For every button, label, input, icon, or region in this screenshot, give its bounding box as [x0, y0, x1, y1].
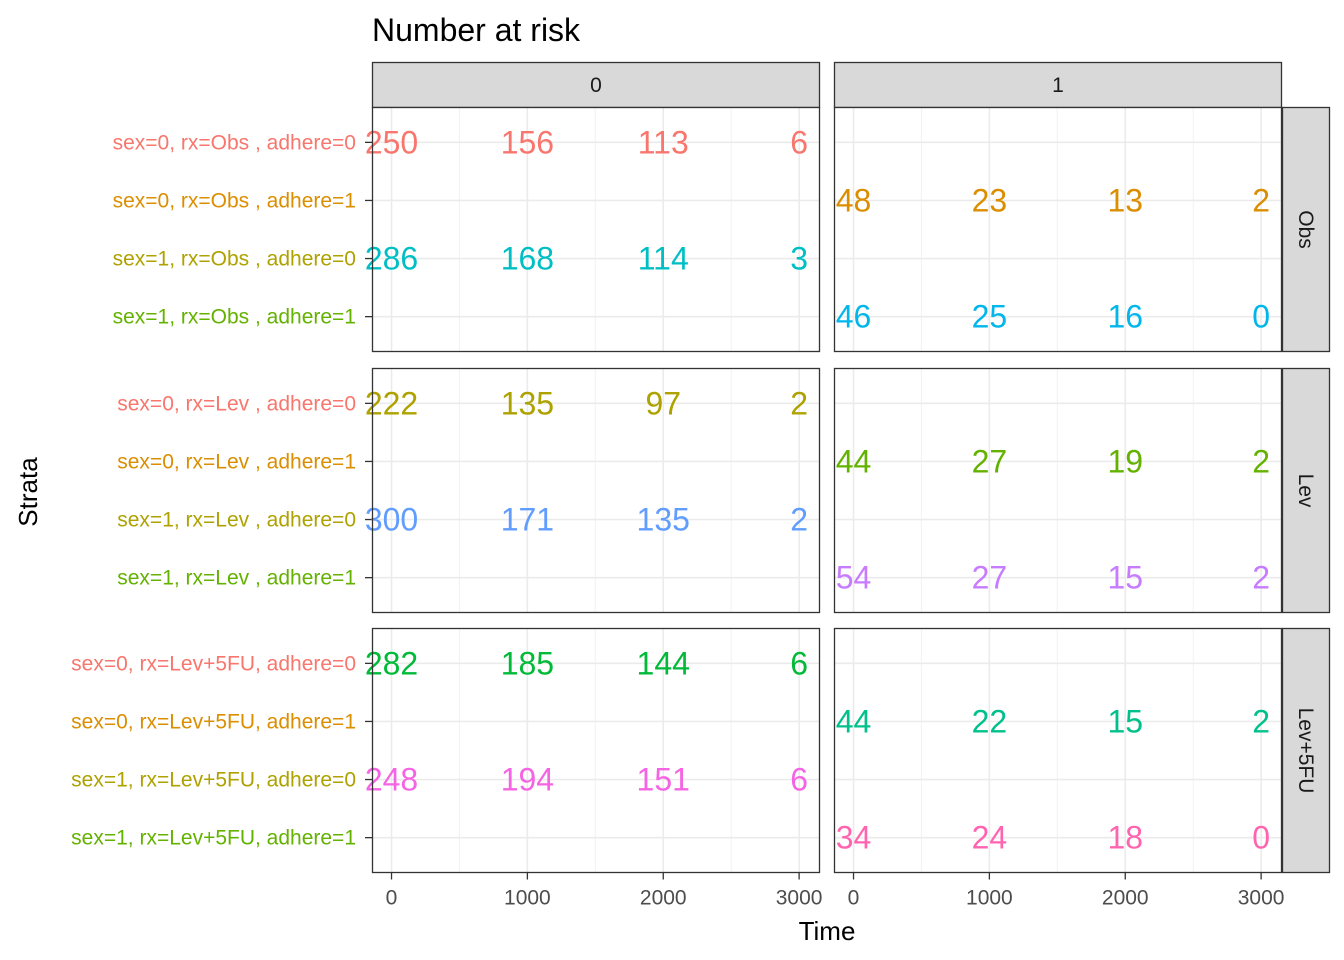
data-label-number-at-risk: 168 — [501, 241, 554, 277]
data-label-number-at-risk: 15 — [1107, 560, 1143, 596]
data-label-number-at-risk: 6 — [790, 645, 808, 681]
data-label-number-at-risk: 13 — [1107, 182, 1143, 218]
stratum-label: sex=0, rx=Lev , adhere=1 — [117, 450, 356, 473]
panel-background — [372, 107, 820, 352]
data-label-number-at-risk: 2 — [1252, 703, 1270, 739]
data-label-number-at-risk: 300 — [365, 502, 418, 538]
data-label-number-at-risk: 185 — [501, 645, 554, 681]
data-label-number-at-risk: 0 — [1252, 299, 1270, 335]
panel-border — [833, 627, 1283, 874]
x-tick-label: 2000 — [1102, 887, 1149, 910]
data-label-number-at-risk: 135 — [637, 502, 690, 538]
data-label-number-at-risk: 2 — [1252, 443, 1270, 479]
data-label-number-at-risk: 19 — [1107, 443, 1143, 479]
data-label-number-at-risk: 151 — [637, 762, 690, 798]
panel-border — [371, 627, 821, 874]
data-label-number-at-risk: 44 — [836, 443, 872, 479]
panel-border — [371, 367, 821, 614]
x-tick-label: 3000 — [1238, 887, 1285, 910]
chart-title: Number at risk — [372, 12, 581, 48]
data-label-number-at-risk: 135 — [501, 385, 554, 421]
facet-strip-row-label: Lev+5FU — [1294, 708, 1317, 794]
panel-background — [834, 368, 1282, 613]
stratum-label: sex=1, rx=Lev+5FU, adhere=0 — [71, 769, 356, 792]
data-label-number-at-risk: 248 — [365, 762, 418, 798]
data-label-number-at-risk: 2 — [1252, 560, 1270, 596]
x-tick-label: 1000 — [966, 887, 1013, 910]
panel-background — [834, 628, 1282, 873]
x-tick-label: 2000 — [640, 887, 687, 910]
panel-background — [372, 368, 820, 613]
y-axis-title: Strata — [13, 457, 43, 527]
data-label-number-at-risk: 34 — [836, 820, 872, 856]
data-label-number-at-risk: 18 — [1107, 820, 1143, 856]
data-label-number-at-risk: 48 — [836, 182, 872, 218]
facet-strip-row-label: Obs — [1294, 210, 1317, 249]
stratum-label: sex=0, rx=Obs , adhere=0 — [113, 131, 356, 154]
panel-background — [372, 628, 820, 873]
data-label-number-at-risk: 27 — [972, 443, 1008, 479]
data-label-number-at-risk: 2 — [790, 385, 808, 421]
x-tick-label: 1000 — [504, 887, 551, 910]
facet-strip-row — [1281, 106, 1331, 353]
panel-background — [834, 107, 1282, 352]
facet-strip-col — [371, 61, 821, 109]
data-label-number-at-risk: 27 — [972, 560, 1008, 596]
data-label-number-at-risk: 3 — [790, 241, 808, 277]
data-label-number-at-risk: 113 — [638, 124, 689, 160]
x-tick-label: 0 — [386, 887, 398, 910]
stratum-label: sex=0, rx=Lev+5FU, adhere=0 — [71, 652, 356, 675]
stratum-label: sex=1, rx=Lev , adhere=0 — [117, 509, 356, 532]
facet-strip-row — [1281, 367, 1331, 614]
facet-strip-col — [833, 61, 1283, 109]
stratum-label: sex=1, rx=Obs , adhere=1 — [113, 306, 356, 329]
data-label-number-at-risk: 286 — [365, 241, 418, 277]
stratum-label: sex=1, rx=Lev+5FU, adhere=1 — [71, 827, 356, 850]
data-label-number-at-risk: 144 — [637, 645, 690, 681]
stratum-label: sex=0, rx=Lev+5FU, adhere=1 — [71, 710, 356, 733]
data-label-number-at-risk: 250 — [365, 124, 418, 160]
stratum-label: sex=1, rx=Lev , adhere=1 — [117, 567, 356, 590]
data-label-number-at-risk: 156 — [501, 124, 554, 160]
stratum-label: sex=0, rx=Lev , adhere=0 — [117, 392, 356, 415]
data-label-number-at-risk: 25 — [972, 299, 1008, 335]
data-label-number-at-risk: 2 — [1252, 182, 1270, 218]
panel-border — [833, 106, 1283, 353]
panels-layer: 0 1 Obs sex=0, rx=Obs , adhere=0 sex=0, rx=O… — [71, 61, 1331, 910]
panel-border — [833, 367, 1283, 614]
facet-strip-col-label: 0 — [590, 74, 602, 97]
data-label-number-at-risk: 24 — [972, 820, 1008, 856]
data-label-number-at-risk: 2 — [790, 502, 808, 538]
data-label-number-at-risk: 16 — [1107, 299, 1143, 335]
x-tick-label: 0 — [848, 887, 860, 910]
stratum-label: sex=1, rx=Obs , adhere=0 — [113, 248, 356, 271]
data-label-number-at-risk: 46 — [836, 299, 872, 335]
data-label-number-at-risk: 97 — [645, 385, 681, 421]
facet-strip-row-label: Lev — [1294, 474, 1317, 508]
data-label-number-at-risk: 22 — [972, 703, 1008, 739]
facet-strip-col-label: 1 — [1052, 74, 1064, 97]
panel-border — [371, 106, 821, 353]
data-label-number-at-risk: 222 — [365, 385, 418, 421]
x-axis-title: Time — [799, 916, 856, 946]
data-label-number-at-risk: 282 — [365, 645, 418, 681]
data-label-number-at-risk: 44 — [836, 703, 872, 739]
data-label-number-at-risk: 23 — [972, 182, 1008, 218]
data-label-number-at-risk: 6 — [790, 762, 808, 798]
data-label-number-at-risk: 114 — [638, 241, 689, 277]
data-label-number-at-risk: 15 — [1107, 703, 1143, 739]
facet-strip-row — [1281, 627, 1331, 874]
stratum-label: sex=0, rx=Obs , adhere=1 — [113, 189, 356, 212]
x-tick-label: 3000 — [776, 887, 823, 910]
data-label-number-at-risk: 171 — [501, 502, 554, 538]
data-label-number-at-risk: 194 — [501, 762, 554, 798]
data-label-number-at-risk: 54 — [836, 560, 872, 596]
data-label-number-at-risk: 0 — [1252, 820, 1270, 856]
data-label-number-at-risk: 6 — [790, 124, 808, 160]
